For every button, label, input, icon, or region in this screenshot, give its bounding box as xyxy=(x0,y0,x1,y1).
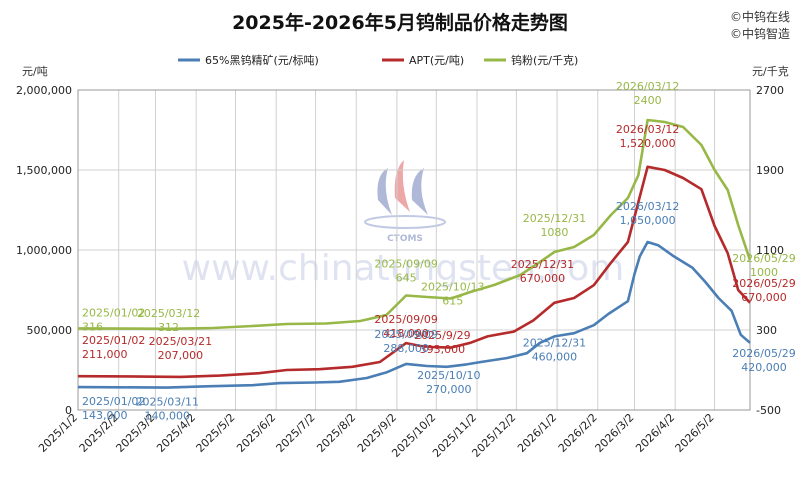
y-right-tick-label: -500 xyxy=(756,404,781,417)
data-label-line: 2025/9/29 xyxy=(414,329,470,342)
data-label-line: 420,000 xyxy=(741,361,787,374)
y-right-tick-label: 1100 xyxy=(756,244,784,257)
data-label-line: 2025/10/13 xyxy=(421,281,484,294)
y-right-axis: -500 300 1100 1900 2700 xyxy=(756,84,784,417)
watermark-line-2: ©中钨智造 xyxy=(730,26,790,41)
data-label-line: 2026/03/12 xyxy=(616,200,679,213)
data-label-line: 143,000 xyxy=(82,409,128,422)
data-label-line: 1,050,000 xyxy=(620,214,676,227)
series-line-2 xyxy=(77,118,752,331)
chart-title: 2025年-2026年5月钨制品价格走势图 xyxy=(232,11,568,34)
data-label-line: 207,000 xyxy=(158,349,204,362)
legend-label-0: 65%黑钨精矿(元/标吨) xyxy=(205,53,319,67)
data-label-line: 2025/03/12 xyxy=(137,307,200,320)
y-left-tick-label: 1,500,000 xyxy=(16,164,72,177)
data-label-line: 393,000 xyxy=(420,343,466,356)
y-left-unit: 元/吨 xyxy=(22,65,48,78)
brand-watermark: CTOMS www.chinatungsten.com xyxy=(182,160,624,289)
data-label-line: 288,000 xyxy=(383,342,429,355)
data-label-line: 645 xyxy=(396,272,417,285)
data-label-line: 2026/05/29 xyxy=(732,277,795,290)
data-label-line: 270,000 xyxy=(426,383,472,396)
data-label-line: 670,000 xyxy=(741,291,787,304)
data-label-line: 2026/03/12 xyxy=(616,80,679,93)
legend-label-2: 钨粉(元/千克) xyxy=(511,54,578,67)
data-label: 2026/03/121,520,000 xyxy=(616,123,679,150)
data-label-line: 316 xyxy=(82,320,103,333)
data-label-line: 2025/09/09 xyxy=(374,328,437,341)
data-label-line: 2025/03/11 xyxy=(136,396,199,409)
data-label-line: 2025/12/31 xyxy=(511,258,574,271)
data-label-line: 2026/05/29 xyxy=(732,347,795,360)
data-label-line: 670,000 xyxy=(520,272,566,285)
data-label-line: 211,000 xyxy=(82,348,128,361)
y-right-tick-label: 1900 xyxy=(756,164,784,177)
data-label-line: 2025/01/02 xyxy=(82,395,145,408)
series-lines xyxy=(77,118,752,389)
y-left-tick-label: 2,000,000 xyxy=(16,84,72,97)
y-left-axis: 0 500,000 1,000,000 1,500,000 2,000,000 xyxy=(16,84,72,417)
data-labels: 2025/01/023162025/03/123122025/09/096452… xyxy=(82,80,796,423)
data-label-line: 2025/12/31 xyxy=(523,336,586,349)
series-line-0 xyxy=(77,240,751,389)
data-label: 2026/03/121,050,000 xyxy=(616,200,679,227)
y-left-tick-label: 500,000 xyxy=(27,324,73,337)
data-label-line: 1,520,000 xyxy=(620,137,676,150)
legend-label-1: APT(元/吨) xyxy=(409,54,464,67)
data-label-line: 312 xyxy=(158,321,179,334)
y-right-tick-label: 2700 xyxy=(756,84,784,97)
data-label-line: 2400 xyxy=(634,94,662,107)
data-label-line: 2025/01/02 xyxy=(82,306,145,319)
data-label-line: 1080 xyxy=(540,226,568,239)
y-left-tick-label: 1,000,000 xyxy=(16,244,72,257)
legend: 65%黑钨精矿(元/标吨) APT(元/吨) 钨粉(元/千克) xyxy=(178,53,578,67)
data-label-line: 460,000 xyxy=(532,350,578,363)
watermark-line-1: ©中钨在线 xyxy=(730,9,790,24)
data-label-line: 2026/03/12 xyxy=(616,123,679,136)
data-label-line: 2025/09/09 xyxy=(374,258,437,271)
brand-logo-text: CTOMS xyxy=(387,234,423,244)
data-label-line: 2025/12/31 xyxy=(523,212,586,225)
data-label-line: 140,000 xyxy=(145,410,191,423)
data-label-line: 2025/01/02 xyxy=(82,334,145,347)
data-label-line: 2025/10/10 xyxy=(417,369,480,382)
data-label-line: 615 xyxy=(442,295,463,308)
y-right-unit: 元/千克 xyxy=(752,65,789,78)
brand-logo-icon xyxy=(364,160,446,229)
data-label-line: 1000 xyxy=(750,266,778,279)
plot-frame xyxy=(77,89,751,411)
data-label-line: 418,000 xyxy=(383,327,429,340)
y-right-tick-label: 300 xyxy=(756,324,777,337)
data-label-line: 2025/03/21 xyxy=(149,335,212,348)
y-left-tick-label: 0 xyxy=(65,404,72,417)
data-label-line: 2026/05/29 xyxy=(732,252,795,265)
grid xyxy=(77,89,751,411)
data-label-line: 2025/09/09 xyxy=(374,313,437,326)
series-line-1 xyxy=(77,165,751,379)
